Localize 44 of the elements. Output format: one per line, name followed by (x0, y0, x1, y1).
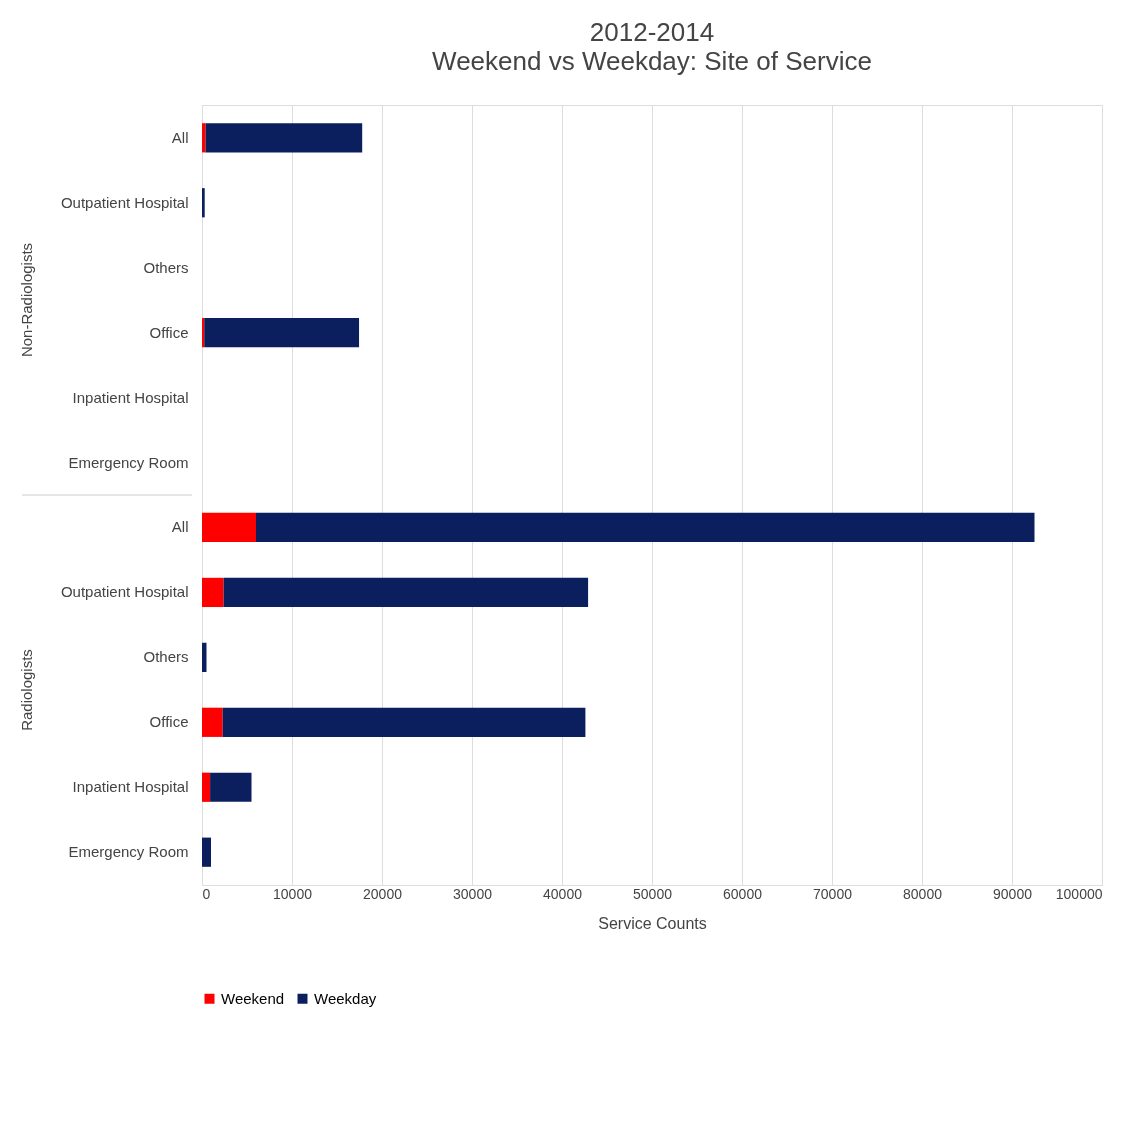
bar (223, 577, 589, 608)
x-tick-label: 90000 (993, 885, 1033, 902)
legend-label: Weekday (314, 989, 377, 1007)
bar (202, 188, 205, 218)
x-tick-label: 100000 (1055, 885, 1103, 902)
bar (202, 772, 211, 802)
y-tick-label: Outpatient Hospital (60, 193, 189, 211)
y-tick-label: All (171, 518, 189, 536)
y-tick-label: Emergency Room (68, 843, 189, 861)
x-tick-label: 50000 (633, 885, 673, 902)
bar (202, 123, 206, 153)
bar (202, 707, 223, 737)
x-tick-label: 0 (202, 885, 211, 902)
y-tick-label: Inpatient Hospital (72, 388, 189, 406)
x-tick-label: 40000 (543, 885, 583, 902)
y-tick-label: Inpatient Hospital (72, 778, 189, 796)
y-tick-label: Emergency Room (68, 453, 189, 471)
x-tick-label: 10000 (273, 885, 313, 902)
bar (256, 512, 1035, 543)
bar (222, 707, 586, 737)
y-tick-label: Others (143, 648, 189, 666)
text: Non-Radiologists (18, 242, 35, 358)
y-tick-label: Office (149, 713, 189, 731)
chart-title: 2012-2014 (589, 17, 715, 47)
x-tick-label: 60000 (723, 885, 763, 902)
bar (205, 123, 363, 153)
legend-label: Weekend (221, 989, 285, 1007)
x-axis-title: Service Counts (598, 914, 707, 932)
bar (202, 837, 211, 867)
y-tick-label: All (171, 128, 189, 146)
chart-subtitle: Weekend vs Weekday: Site of Service (432, 46, 872, 76)
bar (202, 512, 256, 543)
y-tick-label: Others (143, 258, 189, 276)
bar (202, 642, 207, 672)
x-tick-label: 20000 (363, 885, 403, 902)
bar (202, 577, 224, 608)
bar (210, 772, 252, 802)
x-tick-label: 70000 (813, 885, 853, 902)
text: Radiologists (18, 649, 35, 731)
x-tick-label: 80000 (903, 885, 943, 902)
y-tick-label: Outpatient Hospital (60, 583, 189, 601)
bar (204, 318, 360, 348)
y-tick-label: Office (149, 323, 189, 341)
x-tick-label: 30000 (453, 885, 493, 902)
